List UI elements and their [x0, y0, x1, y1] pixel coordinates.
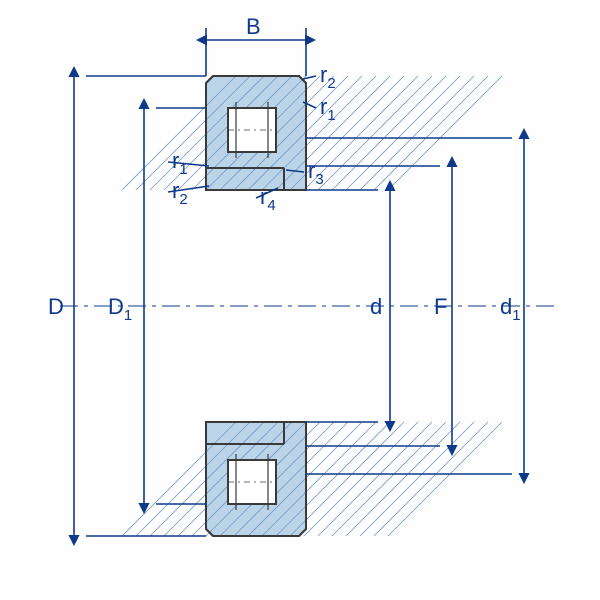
label-d1: d1	[500, 294, 521, 324]
bearing-diagram: BDD1dFd1r2r1r1r2r3r4	[0, 0, 600, 600]
label-D: D	[48, 294, 64, 319]
label-B: B	[246, 14, 261, 39]
label-d: d	[370, 294, 382, 319]
label-r1-lower: r1	[172, 148, 188, 178]
label-D1: D1	[108, 294, 132, 324]
label-r1-upper: r1	[320, 94, 336, 124]
label-F: F	[434, 294, 447, 319]
